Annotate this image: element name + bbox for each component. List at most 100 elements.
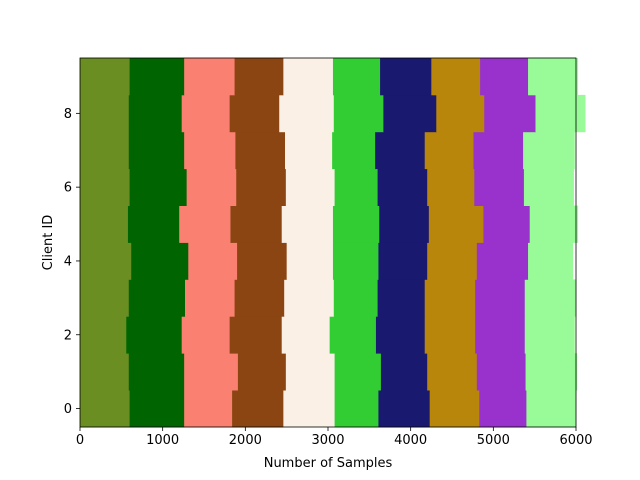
bar-client-2-segment-9: [524, 316, 575, 354]
bar-client-4-segment-1: [131, 242, 189, 280]
bar-client-0-segment-5: [334, 390, 379, 428]
bar-client-6-segment-3: [236, 168, 287, 206]
bar-client-4-segment-4: [286, 242, 334, 280]
bar-client-4-segment-5: [332, 242, 379, 280]
bar-client-9-segment-0: [80, 58, 130, 96]
bar-client-9-segment-8: [480, 58, 529, 96]
x-axis-label: Number of Samples: [264, 456, 393, 471]
bar-client-7-segment-1: [128, 131, 185, 170]
y-axis: 0 2 4 6 8: [64, 107, 80, 417]
bar-client-7-segment-7: [424, 131, 474, 170]
bar-client-9-segment-6: [380, 58, 432, 96]
bar-client-9-segment-2: [184, 58, 235, 96]
x-tick-label: 3000: [311, 433, 344, 448]
bar-client-8-segment-4: [279, 94, 335, 133]
bar-client-6-segment-2: [186, 168, 237, 206]
bar-client-3-segment-7: [424, 279, 476, 317]
bar-client-0-segment-1: [129, 390, 185, 428]
y-tick-label: 0: [64, 402, 72, 417]
bar-client-4-segment-3: [237, 242, 288, 280]
bar-client-0-segment-6: [378, 390, 431, 428]
bar-client-8-segment-7: [436, 94, 485, 133]
bar-client-2-segment-5: [329, 316, 377, 354]
bar-client-1-segment-6: [380, 353, 428, 391]
bar-client-0-segment-9: [526, 390, 577, 428]
x-tick-label: 4000: [394, 433, 427, 448]
bar-client-8-segment-3: [229, 94, 280, 133]
bar-client-9-segment-4: [283, 58, 334, 96]
bar-client-4-segment-9: [528, 242, 574, 280]
bar-client-1-segment-9: [525, 353, 578, 391]
bar-client-4-segment-8: [476, 242, 529, 280]
x-axis: 0 1000 2000 3000 4000 5000 6000: [76, 427, 593, 448]
bar-client-5-segment-8: [483, 205, 531, 243]
bar-client-1-segment-8: [476, 353, 526, 391]
bar-client-8-segment-8: [484, 94, 536, 133]
bar-client-4-segment-0: [80, 242, 132, 280]
bar-client-5-segment-7: [428, 205, 484, 243]
bar-client-2-segment-1: [126, 316, 183, 354]
bar-client-1-segment-3: [237, 353, 287, 391]
bar-client-8-segment-0: [80, 94, 130, 133]
bar-client-3-segment-1: [128, 279, 186, 317]
bar-client-8-segment-9: [535, 94, 586, 133]
bar-client-6-segment-6: [377, 168, 428, 206]
bar-client-2-segment-0: [80, 316, 127, 354]
y-tick-label: 4: [64, 254, 72, 269]
bar-client-7-segment-9: [523, 131, 575, 170]
bar-client-5-segment-0: [80, 205, 129, 243]
x-tick-label: 5000: [477, 433, 510, 448]
bars-group: [80, 58, 586, 428]
x-tick-label: 2000: [229, 433, 262, 448]
bar-client-1-segment-0: [80, 353, 130, 391]
bar-client-9-segment-1: [129, 58, 185, 96]
bar-client-0-segment-4: [283, 390, 336, 428]
bar-client-7-segment-4: [285, 131, 333, 170]
bar-client-8-segment-2: [181, 94, 231, 133]
bar-client-5-segment-9: [529, 205, 579, 243]
bar-client-3-segment-5: [333, 279, 378, 317]
bar-client-2-segment-6: [375, 316, 426, 354]
y-axis-label: Client ID: [41, 215, 56, 271]
bar-client-7-segment-5: [332, 131, 376, 170]
bar-client-9-segment-7: [431, 58, 481, 96]
bar-client-5-segment-4: [281, 205, 334, 243]
bar-client-0-segment-8: [479, 390, 527, 428]
bar-client-0-segment-0: [80, 390, 130, 428]
bar-client-9-segment-9: [528, 58, 579, 96]
bar-client-9-segment-5: [332, 58, 381, 96]
bar-client-8-segment-1: [128, 94, 183, 133]
bar-client-0-segment-3: [232, 390, 284, 428]
x-tick-label: 6000: [559, 433, 592, 448]
bar-client-1-segment-1: [128, 353, 185, 391]
bar-client-2-segment-2: [181, 316, 231, 354]
bar-client-2-segment-3: [229, 316, 283, 354]
bar-client-6-segment-9: [523, 168, 574, 206]
bar-client-3-segment-3: [234, 279, 285, 317]
y-tick-label: 8: [64, 107, 72, 122]
bar-client-6-segment-5: [334, 168, 378, 206]
bar-client-7-segment-6: [375, 131, 426, 170]
bar-client-3-segment-6: [377, 279, 426, 317]
bar-client-6-segment-0: [80, 168, 130, 206]
bar-client-3-segment-2: [184, 279, 235, 317]
bar-client-4-segment-7: [427, 242, 478, 280]
bar-client-6-segment-1: [129, 168, 188, 206]
bar-client-2-segment-7: [424, 316, 476, 354]
bar-client-4-segment-2: [188, 242, 238, 280]
bar-client-7-segment-2: [184, 131, 236, 170]
bar-client-0-segment-7: [429, 390, 480, 428]
y-tick-label: 6: [64, 181, 72, 196]
bar-client-5-segment-6: [379, 205, 430, 243]
bar-client-9-segment-3: [234, 58, 284, 96]
bar-client-6-segment-4: [285, 168, 336, 206]
bar-client-2-segment-8: [475, 316, 526, 354]
x-tick-label: 1000: [146, 433, 179, 448]
y-tick-label: 2: [64, 328, 72, 343]
bar-client-6-segment-7: [427, 168, 475, 206]
bar-client-3-segment-8: [475, 279, 526, 317]
bar-client-5-segment-3: [230, 205, 283, 243]
bar-client-1-segment-5: [334, 353, 382, 391]
bar-client-8-segment-5: [333, 94, 384, 133]
